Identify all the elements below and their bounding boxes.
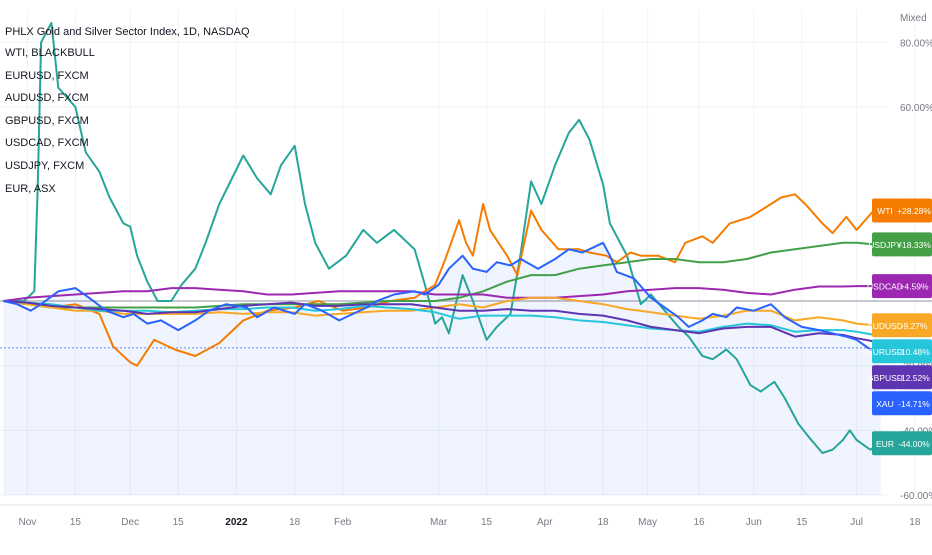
badge-series-value: +4.59%	[899, 282, 929, 292]
badge-series-value: -12.52%	[898, 373, 930, 383]
badge-series-value: -14.71%	[898, 399, 930, 409]
y-tick-label: 60.00%	[900, 103, 932, 114]
badge-value-bg	[896, 365, 932, 390]
legend-item-usdjpy[interactable]: USDJPY, FXCM	[5, 159, 85, 172]
badge-value-bg	[896, 431, 932, 456]
badge-value-bg	[896, 198, 932, 223]
badge-series-name: USDJPY	[868, 240, 902, 250]
badge-series-value: -44.00%	[898, 439, 930, 449]
y-tick-label: -60.00%	[900, 491, 932, 502]
legend-item-audusd[interactable]: AUDUSD, FXCM	[5, 92, 89, 105]
x-tick-label: 18	[597, 517, 609, 528]
badge-value-bg	[896, 339, 932, 364]
badge-name-bg	[872, 365, 898, 390]
x-tick-label: 15	[796, 517, 808, 528]
series-line-xau[interactable]	[3, 241, 881, 351]
legend-item-gbpusd[interactable]: GBPUSD, FXCM	[5, 114, 89, 127]
x-tick-label: 15	[173, 517, 185, 528]
legend-item-wti[interactable]: WTI, BLACKBULL	[5, 47, 95, 59]
badge-value-bg	[896, 391, 932, 416]
series-line-eur[interactable]	[3, 21, 882, 454]
badge-name-bg	[872, 313, 898, 338]
badge-name-bg	[872, 232, 898, 257]
badge-name-bg	[872, 339, 898, 364]
badge-series-name: EURUSD	[867, 347, 903, 357]
x-tick-label: 16	[693, 517, 705, 528]
x-tick-label: Apr	[537, 517, 553, 528]
last-value-badge-gbpusd: GBPUSD-12.52%	[867, 365, 932, 390]
last-value-badge-xau: XAU -14.71%	[872, 391, 932, 416]
x-tick-label: Jun	[746, 517, 762, 528]
badge-series-value: -9.27%	[901, 321, 928, 331]
series-line-usdcad[interactable]	[3, 285, 874, 302]
last-value-badge-usdcad: USDCAD+4.59%	[867, 274, 932, 299]
badge-name-bg	[872, 274, 898, 299]
badge-value-bg	[896, 274, 932, 299]
series-line-eurusd[interactable]	[3, 300, 874, 336]
last-value-badge-usdjpy: USDJPY+18.33%	[868, 232, 932, 257]
badge-series-name: GBPUSD	[867, 373, 903, 383]
badge-value-bg	[896, 313, 932, 338]
last-value-badge-eurusd: EURUSD-10.48%	[867, 339, 932, 364]
badge-series-name: XAU	[876, 399, 893, 409]
series-line-wti[interactable]	[3, 193, 875, 367]
x-tick-label: Feb	[334, 517, 352, 528]
x-tick-label: Jul	[850, 517, 863, 528]
badge-series-name: AUDUSD	[867, 321, 903, 331]
axis-layer: 80.00%60.00%-20.00%-40.00%-60.00%Nov15De…	[0, 38, 932, 528]
badge-series-value: +18.33%	[897, 240, 931, 250]
last-value-badge-wti: WTI +28.28%	[872, 198, 932, 223]
badge-series-name: WTI	[877, 206, 893, 216]
x-tick-label: 2022	[225, 517, 248, 528]
x-tick-label: 15	[481, 517, 493, 528]
badge-series-name: USDCAD	[867, 282, 903, 292]
series-layer[interactable]	[3, 21, 882, 454]
x-tick-label: 18	[909, 517, 921, 528]
badge-name-bg	[872, 431, 898, 456]
badge-value-bg	[896, 232, 932, 257]
last-value-labels: WTI +28.28% USDJPY+18.33% USDCAD+4.59% AUDUS…	[867, 198, 932, 456]
chart-title: PHLX Gold and Silver Sector Index, 1D, N…	[5, 26, 250, 38]
scale-mode-label[interactable]: Mixed	[900, 13, 927, 24]
badge-series-value: +28.28%	[897, 206, 931, 216]
legend-item-eurusd[interactable]: EURUSD, FXCM	[5, 69, 89, 82]
legend-item-usdcad[interactable]: USDCAD, FXCM	[5, 137, 89, 150]
badge-name-bg	[872, 198, 898, 223]
last-value-badge-audusd: AUDUSD-9.27%	[867, 313, 932, 338]
legend: PHLX Gold and Silver Sector Index, 1D, N…	[5, 22, 250, 200]
legend-item-eur[interactable]: EUR, ASX	[5, 182, 56, 195]
x-tick-label: Nov	[19, 517, 37, 528]
x-tick-label: Dec	[121, 517, 139, 528]
last-value-badge-eur: EUR -44.00%	[872, 431, 932, 456]
x-tick-label: 18	[289, 517, 301, 528]
badge-name-bg	[872, 391, 898, 416]
series-line-gbpusd[interactable]	[3, 300, 874, 343]
x-tick-label: Mar	[430, 517, 448, 528]
x-tick-label: May	[638, 517, 657, 528]
y-tick-label: 80.00%	[900, 38, 932, 49]
x-tick-label: 15	[70, 517, 82, 528]
badge-series-name: EUR	[876, 439, 894, 449]
badge-series-value: -10.48%	[898, 347, 930, 357]
